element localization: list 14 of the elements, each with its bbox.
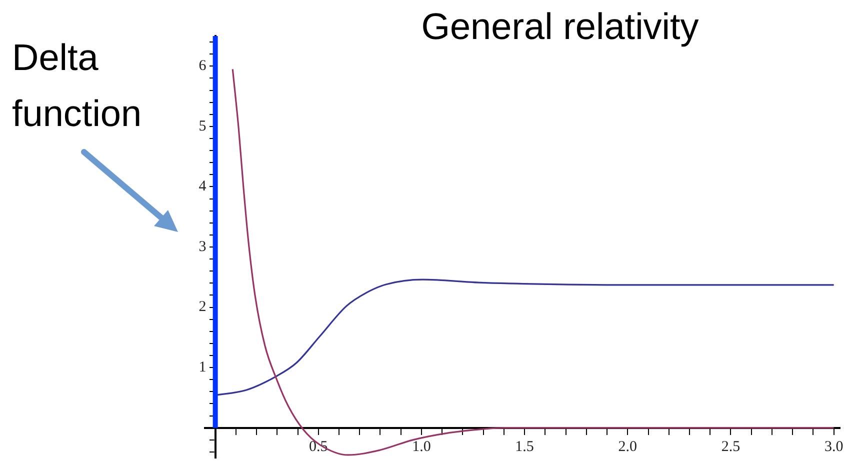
x-tick-label: 2.5 <box>721 438 740 455</box>
text: Delta function <box>12 36 143 136</box>
x-tick-label: 2.0 <box>618 438 638 455</box>
y-tick-label: 5 <box>198 118 206 134</box>
y-tick-label: 2 <box>198 299 206 316</box>
x-tick-label: 0.5 <box>309 438 328 455</box>
y-tick-label: 3 <box>198 238 206 255</box>
y-tick-label: 6 <box>198 58 207 74</box>
x-tick-label: 1.0 <box>412 438 431 455</box>
x-tick-label: 3.0 <box>824 438 844 455</box>
chart-title: General relativity <box>420 6 700 48</box>
y-tick-label: 1 <box>198 360 206 376</box>
x-tick-label: 1.5 <box>515 438 534 455</box>
y-tick-label: 4 <box>198 178 207 195</box>
